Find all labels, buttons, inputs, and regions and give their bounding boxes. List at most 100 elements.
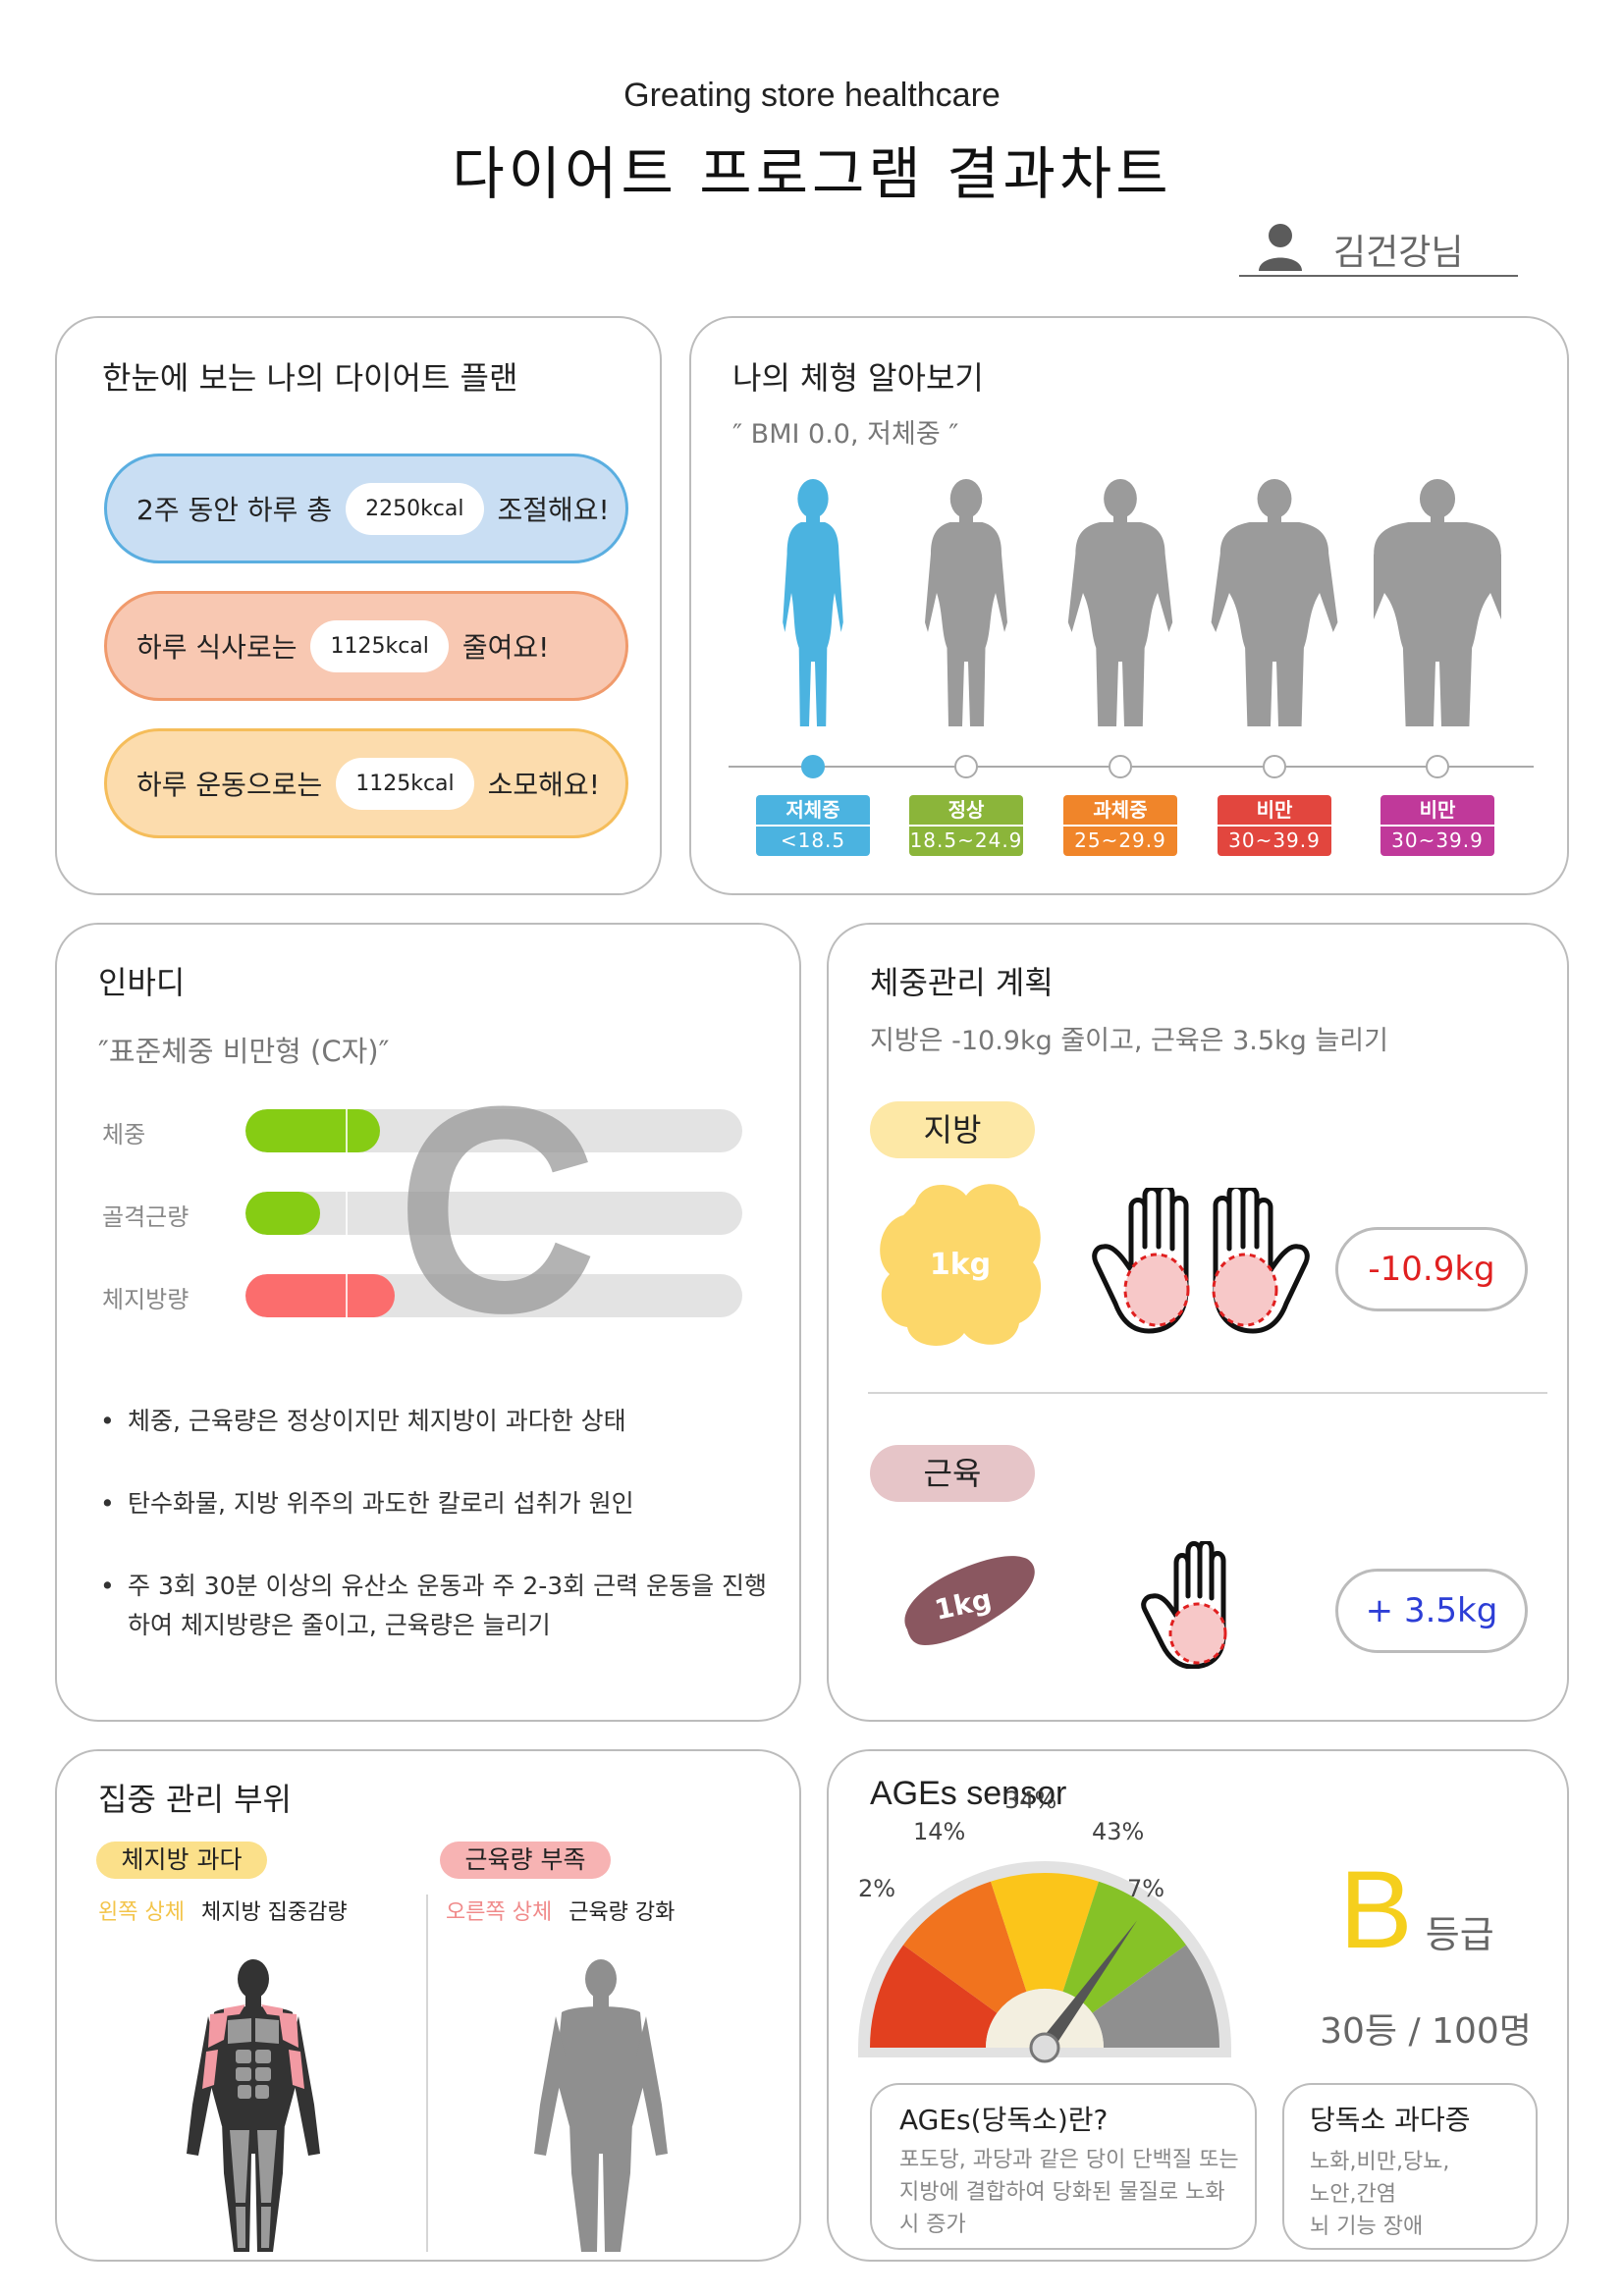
bmi-category-name: 과체중 <box>1093 798 1148 822</box>
inbody-title: 인바디 <box>98 964 186 1001</box>
bmi-category-range: 30~39.9 <box>1218 825 1331 852</box>
gauge-segment-1 <box>870 1945 998 2048</box>
ages-gauge <box>858 1861 1231 2063</box>
bmi-category-range: 25~29.9 <box>1063 825 1177 852</box>
bmi-category-badge-2: 정상 18.5~24.9 <box>909 795 1023 856</box>
section-divider <box>868 1392 1547 1394</box>
bmi-category-range: 18.5~24.9 <box>909 825 1023 852</box>
gauge-label-4: 43% <box>1092 1818 1145 1845</box>
inbody-bullet-1: 체중, 근육량은 정상이지만 체지방이 과다한 상태 <box>100 1402 778 1441</box>
plan-row-prefix: 하루 운동으로는 <box>136 769 323 801</box>
muscle-blob: 1kg <box>904 1556 1035 1645</box>
inbody-bar-fill <box>245 1109 380 1152</box>
inbody-bar-fill <box>245 1274 395 1317</box>
gauge-segment-2 <box>902 1881 1027 2013</box>
body-figure-3 <box>1067 479 1173 726</box>
fat-result: -10.9kg <box>1335 1227 1528 1311</box>
ages-excess-line-1: 노화,비만,당뇨, <box>1310 2150 1450 2174</box>
bmi-text: ″ BMI 0.0, 저체중 ″ <box>732 419 959 450</box>
ages-excess-box: 당독소 과다증 노화,비만,당뇨, 노안,간염 뇌 기능 장애 <box>1282 2083 1538 2250</box>
gauge-hub <box>1029 2032 1060 2063</box>
inbody-bar-fill <box>245 1192 320 1235</box>
muscle-tag: 근육 <box>870 1445 1035 1502</box>
two-hands-icon <box>1092 1188 1310 1334</box>
weight-plan-summary: 지방은 -10.9kg 줄이고, 근육은 3.5kg 늘리기 <box>870 1026 1388 1056</box>
body-figure-2 <box>925 479 1007 726</box>
fat-excess-detail: 왼쪽 상체 체지방 집중감량 <box>98 1895 348 1926</box>
plan-row-2: 하루 식사로는 1125kcal 줄여요! <box>104 591 628 701</box>
fat-tag: 지방 <box>870 1101 1035 1158</box>
plan-row-suffix: 줄여요! <box>461 631 550 664</box>
gauge-segment-3 <box>990 1873 1100 1992</box>
page-title: 다이어트 프로그램 결과차트 <box>452 140 1172 207</box>
bmi-category-badge-3: 과체중 25~29.9 <box>1063 795 1177 856</box>
inbody-type: ″표준체중 비만형 (C자)″ <box>98 1035 390 1068</box>
muscle-lack-tag: 근육량 부족 <box>440 1842 611 1879</box>
inbody-bar-label-3: 체지방량 <box>102 1286 189 1313</box>
muscle-result: + 3.5kg <box>1335 1569 1528 1653</box>
bmi-category-range: 30~39.9 <box>1380 825 1494 852</box>
weight-plan-title: 체중관리 계획 <box>870 964 1054 1001</box>
plan-row-prefix: 하루 식사로는 <box>136 631 298 664</box>
plan-row-suffix: 소모해요! <box>487 769 600 801</box>
bmi-scale-dot-4 <box>1263 755 1286 778</box>
inbody-type-letter: C <box>396 1044 599 1374</box>
muscle-anatomy-figure <box>187 1959 320 2252</box>
body-type-title: 나의 체형 알아보기 <box>732 359 984 397</box>
inbody-bar-label-2: 골격근량 <box>102 1203 189 1231</box>
bmi-category-badge-1: 저체중 <18.5 <box>756 795 870 856</box>
inbody-bar-standard-mark <box>346 1192 348 1235</box>
inbody-bullet-2: 탄수화물, 지방 위주의 과도한 칼로리 섭취가 원인 <box>100 1484 778 1523</box>
plan-row-kcal: 2250kcal <box>346 482 484 535</box>
user-name: 김건강님 <box>1333 233 1464 273</box>
body-type-card: 나의 체형 알아보기 ″ BMI 0.0, 저체중 ″ 저체중 <18.5 정상 18… <box>689 316 1569 895</box>
plan-row-prefix: 2주 동안 하루 총 <box>136 494 333 526</box>
ages-sensor-card: AGEs sensor B 등급 30등 / 100명 AGEs(당독소)란? … <box>827 1749 1569 2262</box>
focus-parts-card: 집중 관리 부위 체지방 과다 왼쪽 상체 체지방 집중감량 근육량 부족 오른… <box>55 1749 801 2262</box>
user-info: 김건강님 <box>1239 218 1518 277</box>
bmi-category-range: <18.5 <box>756 825 870 852</box>
gauge-needle <box>1038 1920 1138 2053</box>
gauge-label-2: 14% <box>913 1818 966 1845</box>
user-icon <box>1259 224 1302 271</box>
plan-row-3: 하루 운동으로는 1125kcal 소모해요! <box>104 728 628 838</box>
plan-row-kcal: 1125kcal <box>336 757 474 810</box>
fat-excess-tag: 체지방 과다 <box>96 1842 267 1879</box>
inbody-bar-standard-mark <box>346 1109 348 1152</box>
ages-excess-title: 당독소 과다증 <box>1310 2104 1471 2136</box>
body-figure-1 <box>783 479 843 726</box>
inbody-bar-label-1: 체중 <box>102 1121 146 1148</box>
plan-row-suffix: 조절해요! <box>497 494 610 526</box>
focus-parts-title: 집중 관리 부위 <box>98 1781 292 1818</box>
diet-plan-title: 한눈에 보는 나의 다이어트 플랜 <box>102 359 518 397</box>
grade-letter: B <box>1339 1848 1413 1971</box>
fat-excess-side: 왼쪽 상체 <box>98 1900 185 1925</box>
inbody-bar-2 <box>245 1192 742 1235</box>
ages-excess-line-3: 뇌 기능 장애 <box>1310 2215 1424 2239</box>
gauge-segment-5 <box>1092 1945 1219 2048</box>
focus-divider <box>426 1895 428 2252</box>
weight-plan-card: 체중관리 계획 지방은 -10.9kg 줄이고, 근육은 3.5kg 늘리기 지… <box>827 923 1569 1722</box>
brand-subtitle: Greating store healthcare <box>623 77 1001 114</box>
bmi-category-name: 저체중 <box>785 798 840 822</box>
one-hand-icon <box>1141 1541 1227 1669</box>
body-figure-4 <box>1211 479 1338 726</box>
ages-info-title: AGEs(당독소)란? <box>899 2104 1109 2136</box>
ages-excess-line-2: 노안,간염 <box>1310 2182 1396 2207</box>
gauge-label-1: 2% <box>858 1875 896 1902</box>
bmi-scale-dot-3 <box>1109 755 1132 778</box>
muscle-lack-side: 오른쪽 상체 <box>446 1900 553 1925</box>
bmi-scale-dot-2 <box>954 755 978 778</box>
inbody-bar-standard-mark <box>346 1274 348 1317</box>
fat-excess-action: 체지방 집중감량 <box>200 1900 348 1925</box>
ages-info-box: AGEs(당독소)란? 포도당, 과당과 같은 당이 단백질 또는 지방에 결합… <box>870 2083 1257 2250</box>
body-figure-5 <box>1374 479 1501 726</box>
fat-unit-label: 1kg <box>930 1248 991 1282</box>
bmi-category-name: 비만 <box>1256 798 1293 822</box>
bmi-category-name: 정상 <box>947 798 985 822</box>
bmi-category-name: 비만 <box>1419 798 1456 822</box>
gauge-label-5: 7% <box>1127 1875 1165 1902</box>
muscle-lack-action: 근육량 강화 <box>568 1900 676 1925</box>
gauge-label-3: 34% <box>1004 1787 1057 1814</box>
